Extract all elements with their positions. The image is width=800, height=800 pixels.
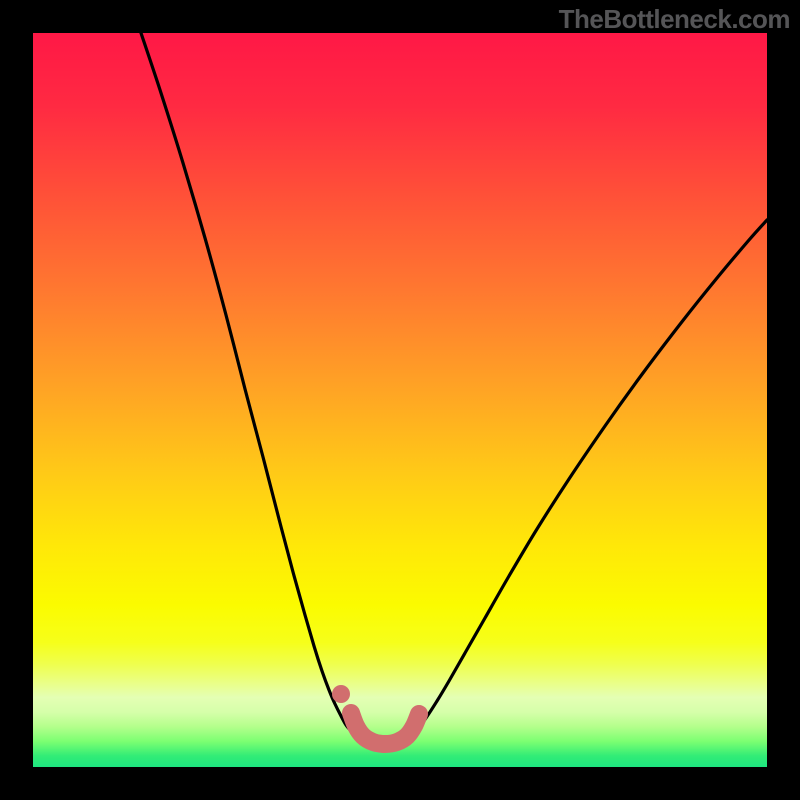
chart-plot-area — [33, 33, 767, 767]
bottleneck-curve-left — [141, 33, 351, 731]
bottleneck-trough-dot — [332, 685, 350, 703]
bottleneck-trough-highlight — [351, 713, 419, 744]
watermark-text: TheBottleneck.com — [559, 4, 790, 35]
chart-curve-layer — [33, 33, 767, 767]
bottleneck-curve-right — [415, 220, 767, 731]
